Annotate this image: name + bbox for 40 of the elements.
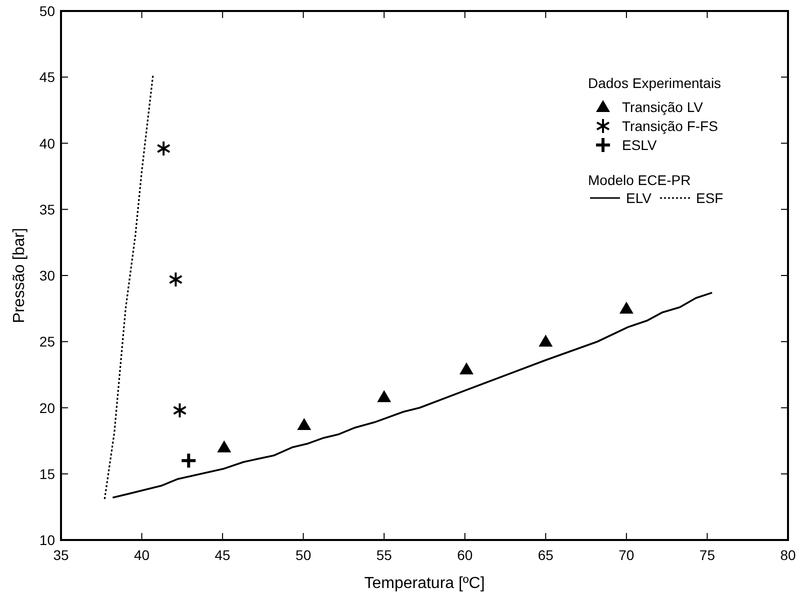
point [217, 440, 232, 452]
x-tick-label: 55 [376, 547, 392, 563]
point [538, 334, 553, 347]
y-tick-label: 25 [39, 334, 56, 350]
legend-label: Transição F-FS [622, 118, 718, 134]
legend-title: Dados Experimentais [588, 75, 722, 91]
x-tick-label: 80 [780, 547, 796, 563]
point [168, 271, 183, 288]
y-axis-title: Pressão [bar] [11, 228, 28, 324]
x-tick-label: 65 [538, 547, 554, 563]
x-tick-label: 40 [134, 547, 150, 563]
x-tick-label: 70 [618, 547, 634, 563]
y-tick-label: 10 [39, 532, 56, 548]
point [460, 362, 474, 374]
point [377, 390, 392, 402]
legend-label: ELV [626, 190, 652, 206]
x-tick-label: 75 [699, 547, 716, 563]
x-axis-title: Temperatura [ºC] [364, 575, 485, 592]
legend-label: Transição LV [622, 99, 704, 115]
point [180, 452, 198, 470]
y-tick-label: 30 [39, 268, 56, 284]
x-tick-label: 35 [53, 547, 69, 563]
point [297, 418, 312, 430]
y-tick-label: 20 [39, 400, 56, 416]
legend-label: ESLV [622, 137, 658, 153]
point [619, 302, 634, 314]
y-tick-label: 15 [39, 466, 56, 482]
line-series [104, 74, 154, 500]
line-series [112, 292, 713, 499]
point [156, 140, 171, 157]
point [172, 402, 187, 418]
y-tick-label: 45 [39, 69, 56, 86]
x-tick-label: 45 [214, 547, 231, 563]
x-tick-label: 60 [457, 547, 473, 563]
y-tick-label: 35 [39, 201, 56, 218]
y-tick-label: 40 [39, 135, 56, 152]
legend-label: ESF [696, 190, 724, 206]
annotation: Modelo ECE-PR [588, 172, 691, 188]
y-tick-label: 50 [39, 3, 56, 19]
x-tick-label: 50 [296, 547, 312, 563]
